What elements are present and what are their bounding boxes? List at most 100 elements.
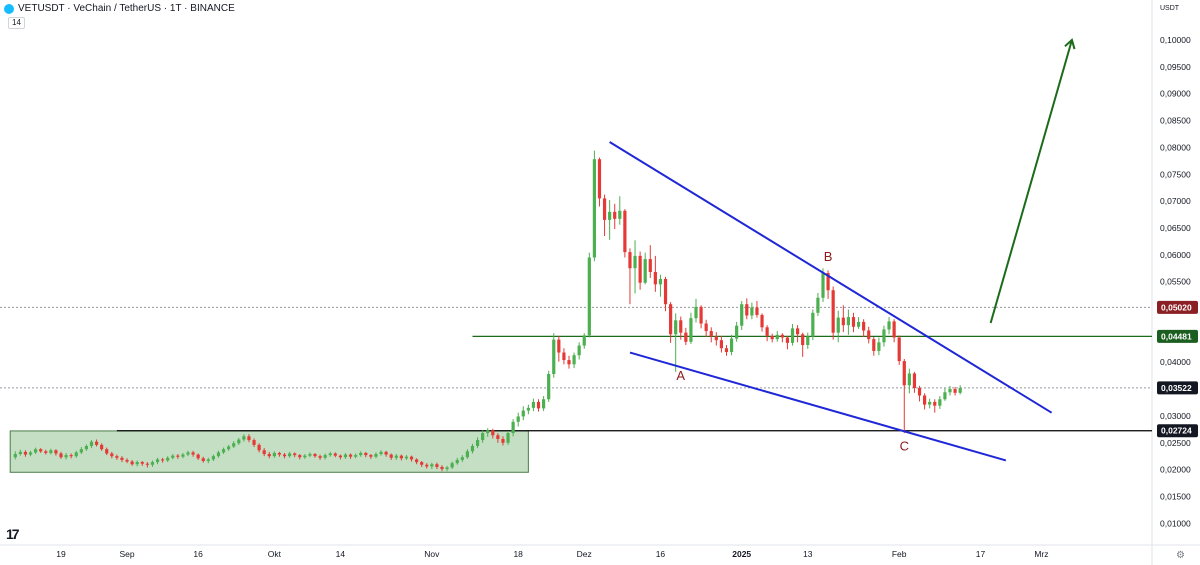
candle-body-61 — [323, 455, 327, 458]
candle-body-131 — [679, 320, 683, 333]
candle-body-156 — [806, 336, 810, 346]
candle-body-178 — [917, 387, 922, 396]
candle-body-68 — [359, 452, 363, 456]
candle-body-105 — [547, 374, 551, 400]
candle-body-184 — [948, 389, 952, 393]
candle-body-180 — [928, 401, 932, 405]
candle-body-15 — [89, 441, 94, 446]
x-tick-label-4: 14 — [336, 549, 346, 559]
candle-body-59 — [313, 454, 317, 457]
y-tick-label-8: 0,06000 — [1160, 250, 1191, 260]
candle-body-52 — [277, 452, 282, 455]
candle-body-69 — [364, 452, 368, 456]
candle-body-100 — [521, 410, 525, 417]
candle-body-128 — [663, 278, 668, 305]
candle-body-23 — [130, 461, 134, 465]
candle-body-148 — [765, 327, 769, 336]
settings-gear-icon[interactable]: ⚙ — [1176, 550, 1185, 561]
candle-body-4 — [34, 449, 38, 453]
candle-body-124 — [643, 259, 647, 283]
y-tick-label-0: 0,10000 — [1160, 35, 1191, 45]
candle-body-55 — [293, 453, 297, 456]
candle-body-176 — [907, 373, 911, 386]
candle-body-106 — [552, 339, 556, 375]
candle-body-65 — [343, 454, 348, 458]
candle-body-97 — [506, 433, 510, 443]
candle-body-152 — [785, 337, 790, 343]
candle-body-30 — [166, 457, 170, 461]
candle-body-144 — [745, 304, 749, 316]
candle-body-35 — [191, 452, 195, 455]
candle-body-81 — [425, 464, 429, 467]
candle-body-37 — [201, 458, 205, 462]
candle-body-66 — [348, 454, 353, 457]
candle-body-3 — [28, 452, 33, 455]
tradingview-logo-icon: 17 — [6, 526, 20, 542]
candle-body-95 — [496, 435, 500, 439]
vechain-logo-icon — [4, 3, 14, 14]
y-tick-label-6: 0,07000 — [1160, 196, 1191, 206]
candle-body-165 — [851, 317, 856, 327]
candle-body-56 — [298, 455, 302, 458]
candle-body-73 — [384, 451, 388, 455]
candle-body-151 — [780, 334, 784, 338]
candle-body-183 — [943, 392, 947, 400]
candle-body-12 — [74, 452, 78, 457]
candle-body-115 — [597, 159, 602, 199]
y-tick-label-13: 0,02000 — [1160, 465, 1191, 475]
candle-body-24 — [135, 462, 139, 465]
candle-body-91 — [475, 440, 480, 446]
candle-body-108 — [562, 352, 566, 361]
candle-body-53 — [282, 454, 287, 457]
candle-body-60 — [318, 456, 322, 458]
candle-body-111 — [577, 345, 581, 356]
candle-body-49 — [262, 450, 266, 455]
candle-body-45 — [242, 436, 246, 440]
candle-body-84 — [440, 466, 444, 470]
lower-wedge-line — [629, 351, 1007, 462]
y-tick-label-7: 0,06500 — [1160, 223, 1191, 233]
y-tick-label-10: 0,04000 — [1160, 357, 1191, 367]
currency-label[interactable]: USDT — [1160, 5, 1180, 12]
candle-body-101 — [526, 407, 530, 411]
candle-body-80 — [420, 462, 424, 465]
candle-body-88 — [460, 457, 464, 460]
price-badge-text-2: 0,03522 — [1161, 383, 1192, 393]
candle-body-77 — [404, 456, 409, 459]
candle-body-85 — [445, 467, 449, 470]
candle-body-67 — [354, 455, 358, 457]
candle-body-171 — [882, 329, 886, 343]
candle-body-163 — [841, 317, 845, 326]
candle-body-177 — [912, 373, 917, 388]
candle-body-161 — [831, 290, 835, 333]
candle-body-139 — [719, 340, 723, 349]
candle-body-48 — [257, 444, 261, 451]
candle-body-185 — [953, 389, 957, 393]
symbol-title[interactable]: VETUSDT · VeChain / TetherUS · 1T · BINA… — [18, 3, 235, 14]
candle-body-1 — [18, 451, 22, 455]
price-badge-2 — [1157, 381, 1198, 395]
candle-body-83 — [435, 464, 439, 467]
y-tick-label-4: 0,08000 — [1160, 142, 1191, 152]
candle-body-118 — [613, 211, 617, 219]
candle-body-169 — [872, 339, 876, 351]
candle-body-46 — [247, 436, 251, 441]
candle-body-44 — [237, 439, 241, 444]
candle-body-120 — [623, 210, 627, 253]
indicator-badge[interactable]: 14 — [8, 17, 25, 29]
candle-body-103 — [536, 401, 541, 409]
candle-body-70 — [369, 455, 373, 457]
wave-label-A: A — [676, 368, 685, 383]
candle-body-8 — [54, 450, 58, 454]
x-tick-label-1: Sep — [119, 549, 134, 559]
candle-body-153 — [790, 328, 795, 343]
candle-body-116 — [602, 198, 607, 220]
price-badge-text-0: 0,05020 — [1161, 302, 1192, 312]
candle-body-20 — [115, 456, 119, 458]
candle-body-39 — [211, 456, 215, 460]
candle-body-78 — [409, 456, 414, 460]
target-arrow — [989, 38, 1076, 324]
candle-body-137 — [709, 331, 713, 337]
candle-body-75 — [394, 455, 398, 458]
